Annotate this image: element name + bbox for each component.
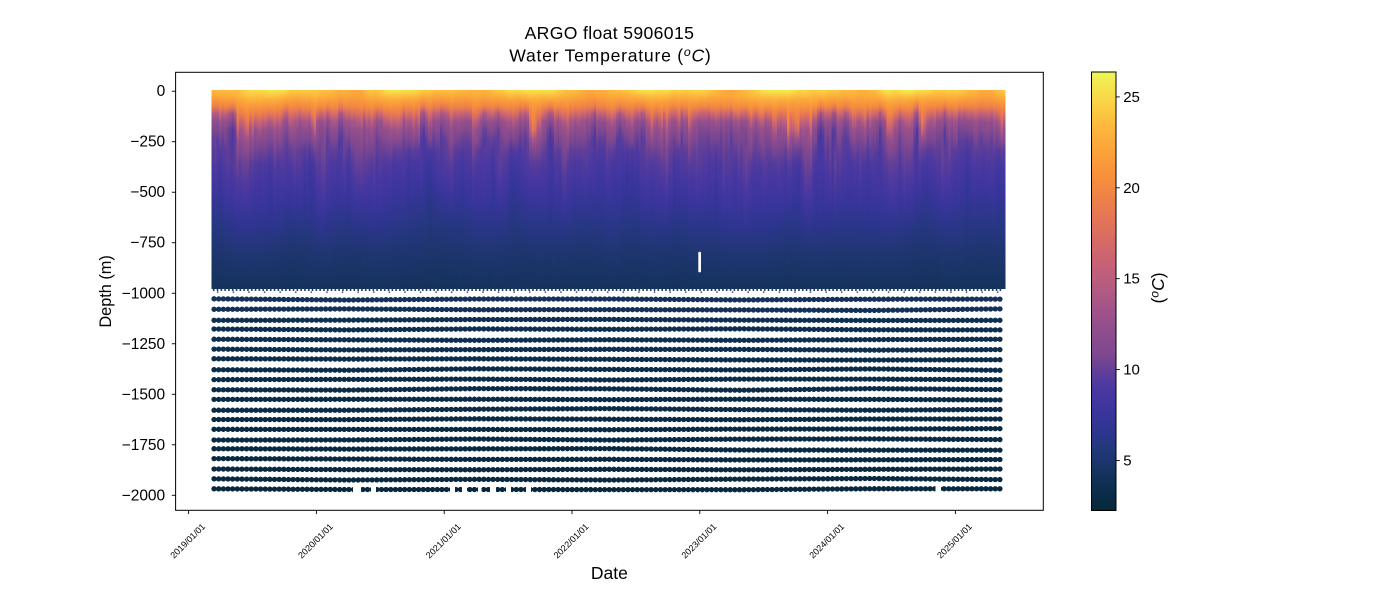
svg-text:5: 5 — [1123, 452, 1131, 469]
svg-text:−500: −500 — [130, 184, 165, 201]
svg-text:25: 25 — [1123, 89, 1140, 106]
svg-text:10: 10 — [1123, 362, 1140, 379]
svg-text:Date: Date — [591, 563, 628, 583]
svg-text:ARGO float 5906015: ARGO float 5906015 — [525, 23, 695, 43]
svg-text:−1500: −1500 — [122, 386, 166, 403]
svg-text:Water Temperature (oC): Water Temperature (oC) — [509, 45, 711, 66]
svg-text:20: 20 — [1123, 180, 1140, 197]
svg-text:(oC): (oC) — [1148, 272, 1168, 303]
svg-text:−1250: −1250 — [122, 336, 166, 353]
svg-text:−250: −250 — [130, 134, 165, 151]
svg-text:−2000: −2000 — [122, 487, 166, 504]
svg-text:−750: −750 — [130, 235, 165, 252]
svg-text:−1000: −1000 — [122, 285, 166, 302]
svg-text:−1750: −1750 — [122, 437, 166, 454]
svg-text:0: 0 — [157, 83, 166, 100]
svg-text:Depth (m): Depth (m) — [97, 255, 115, 327]
svg-text:15: 15 — [1123, 271, 1140, 288]
